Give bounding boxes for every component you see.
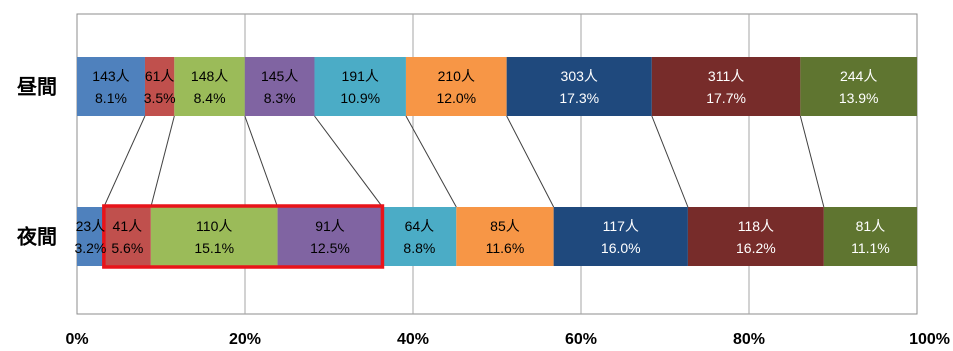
segment-percent-label: 12.5% — [310, 240, 350, 256]
segment-percent-label: 16.0% — [601, 240, 641, 256]
bar-segment — [687, 207, 824, 266]
bar-segment — [174, 57, 245, 116]
segment-count-label: 143人 — [92, 68, 129, 84]
bar-segment — [277, 207, 383, 266]
bar-segment — [103, 207, 151, 266]
segment-percent-label: 3.2% — [74, 240, 106, 256]
bar-segment — [800, 57, 917, 116]
bar-segment — [506, 57, 652, 116]
bar-segment — [144, 57, 175, 116]
bar-segment — [77, 207, 104, 266]
segment-percent-label: 8.3% — [264, 90, 296, 106]
x-tick-label: 40% — [397, 331, 429, 348]
segment-count-label: 41人 — [113, 218, 143, 234]
segment-percent-label: 17.3% — [559, 90, 599, 106]
segment-percent-label: 8.8% — [403, 240, 435, 256]
connector-line — [150, 115, 175, 208]
segment-count-label: 85人 — [490, 218, 520, 234]
segment-percent-label: 17.7% — [706, 90, 746, 106]
x-tick-label: 80% — [733, 331, 765, 348]
segment-count-label: 61人 — [145, 68, 175, 84]
segment-percent-label: 11.1% — [851, 240, 890, 256]
bar-segment — [405, 57, 507, 116]
segment-count-label: 23人 — [76, 218, 106, 234]
segment-percent-label: 8.4% — [194, 90, 226, 106]
category-label: 昼間 — [17, 76, 57, 99]
segment-count-label: 210人 — [438, 68, 475, 84]
segment-count-label: 148人 — [191, 68, 228, 84]
x-tick-label: 20% — [229, 331, 261, 348]
labels-layer: 0% 20% 40% 60% 80% 100% 143人 8.1% 61人 3.5% 148人 8.4… — [16, 68, 950, 348]
segment-count-label: 64人 — [405, 218, 435, 234]
bar-segment — [77, 57, 145, 116]
segment-percent-label: 15.1% — [194, 240, 234, 256]
connector-lines — [103, 115, 825, 208]
x-tick-label: 100% — [909, 331, 950, 348]
segment-count-label: 145人 — [261, 68, 298, 84]
bar-segment — [553, 207, 688, 266]
connector-line — [506, 115, 555, 208]
x-tick-label: 60% — [565, 331, 597, 348]
segment-percent-label: 11.6% — [486, 240, 525, 256]
segment-percent-label: 12.0% — [436, 90, 476, 106]
plot-area-border — [76, 13, 918, 315]
segment-percent-label: 5.6% — [111, 240, 143, 256]
segment-count-label: 303人 — [561, 68, 598, 84]
category-label: 夜間 — [16, 225, 57, 249]
highlight-box — [102, 204, 385, 269]
segment-count-label: 311人 — [708, 68, 744, 84]
bar-segment — [456, 207, 554, 266]
segment-count-label: 110人 — [196, 218, 232, 234]
segment-percent-label: 13.9% — [839, 90, 879, 106]
connector-line — [103, 115, 146, 208]
bar-segment — [314, 57, 406, 116]
connector-line — [651, 115, 689, 208]
connector-line — [244, 115, 279, 208]
segment-count-label: 117人 — [603, 218, 639, 234]
bar-segment — [244, 57, 315, 116]
segment-percent-label: 3.5% — [144, 90, 176, 106]
bars-layer — [77, 57, 917, 266]
segment-percent-label: 10.9% — [340, 90, 380, 106]
bar-segment — [823, 207, 917, 266]
x-tick-label: 0% — [65, 331, 88, 348]
segment-count-label: 118人 — [738, 218, 774, 234]
bar-segment — [150, 207, 278, 266]
connector-line — [799, 115, 825, 208]
segment-count-label: 244人 — [840, 68, 877, 84]
segment-percent-label: 16.2% — [736, 240, 776, 256]
connector-line — [405, 115, 457, 208]
bar-segment — [382, 207, 457, 266]
highlight-layer — [102, 204, 385, 269]
connector-line — [314, 115, 383, 208]
segment-count-label: 191人 — [342, 68, 379, 84]
bar-segment — [651, 57, 801, 116]
segment-percent-label: 8.1% — [95, 90, 127, 106]
segment-count-label: 91人 — [315, 218, 345, 234]
segment-count-label: 81人 — [856, 218, 886, 234]
